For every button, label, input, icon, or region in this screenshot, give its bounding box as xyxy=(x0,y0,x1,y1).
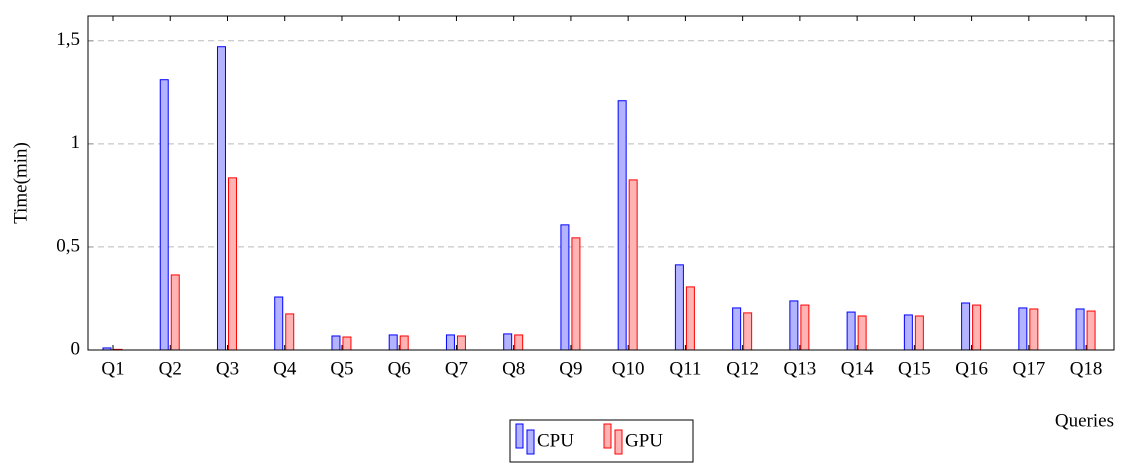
legend-label: GPU xyxy=(625,430,663,451)
y-tick-label: 1,5 xyxy=(56,29,80,50)
x-tick-label: Q2 xyxy=(159,358,182,379)
plot-frame xyxy=(87,15,1115,351)
bar xyxy=(628,179,638,351)
y-axis-label: Time(min) xyxy=(10,142,31,224)
bar xyxy=(1086,310,1096,351)
bar xyxy=(1029,308,1039,351)
legend-box xyxy=(509,419,694,463)
bar xyxy=(914,315,924,351)
bar xyxy=(857,315,867,351)
bar xyxy=(1075,308,1085,351)
x-tick-label: Q4 xyxy=(273,358,297,379)
legend-swatch xyxy=(526,429,535,455)
bar xyxy=(961,302,971,351)
legend-swatch xyxy=(515,423,524,449)
y-tick-label: 0 xyxy=(71,338,81,359)
bar xyxy=(170,274,180,351)
bar xyxy=(388,334,398,351)
bar xyxy=(800,304,810,351)
bar xyxy=(514,334,524,351)
x-tick-label: Q11 xyxy=(669,358,701,379)
bar xyxy=(285,313,295,351)
y-tick-label: 0,5 xyxy=(56,235,80,256)
bar xyxy=(227,177,237,351)
bar xyxy=(456,335,466,351)
bar xyxy=(445,334,455,351)
bar xyxy=(617,100,627,351)
x-axis-label: Queries xyxy=(1055,410,1114,431)
x-tick-label: Q17 xyxy=(1012,358,1045,379)
bar xyxy=(674,264,684,351)
bar xyxy=(571,237,581,351)
x-tick-label: Q5 xyxy=(330,358,353,379)
legend-swatch xyxy=(614,429,623,455)
x-tick-label: Q8 xyxy=(502,358,525,379)
bar xyxy=(846,311,856,351)
x-tick-label: Q7 xyxy=(445,358,468,379)
bar xyxy=(903,314,913,351)
bar xyxy=(331,335,341,351)
bar xyxy=(342,336,352,351)
bar xyxy=(216,46,226,351)
x-tick-label: Q6 xyxy=(388,358,411,379)
bar xyxy=(503,333,513,351)
bar xyxy=(274,296,284,351)
bar xyxy=(685,286,695,351)
x-tick-label: Q14 xyxy=(841,358,874,379)
x-tick-label: Q1 xyxy=(101,358,124,379)
x-tick-label: Q15 xyxy=(898,358,931,379)
bar xyxy=(972,304,982,351)
x-tick-label: Q18 xyxy=(1070,358,1103,379)
bar xyxy=(1018,307,1028,351)
bar xyxy=(789,300,799,351)
legend-label: CPU xyxy=(537,430,574,451)
bar xyxy=(732,307,742,351)
legend-swatch xyxy=(603,423,612,449)
x-tick-label: Q9 xyxy=(559,358,582,379)
x-tick-label: Q12 xyxy=(726,358,759,379)
bar xyxy=(399,335,409,351)
x-tick-label: Q3 xyxy=(216,358,239,379)
bar xyxy=(159,79,169,351)
x-tick-label: Q10 xyxy=(612,358,645,379)
x-tick-label: Q16 xyxy=(955,358,988,379)
bar xyxy=(743,312,753,351)
x-tick-label: Q13 xyxy=(784,358,817,379)
y-tick-label: 1 xyxy=(71,132,81,153)
bar xyxy=(560,224,570,351)
